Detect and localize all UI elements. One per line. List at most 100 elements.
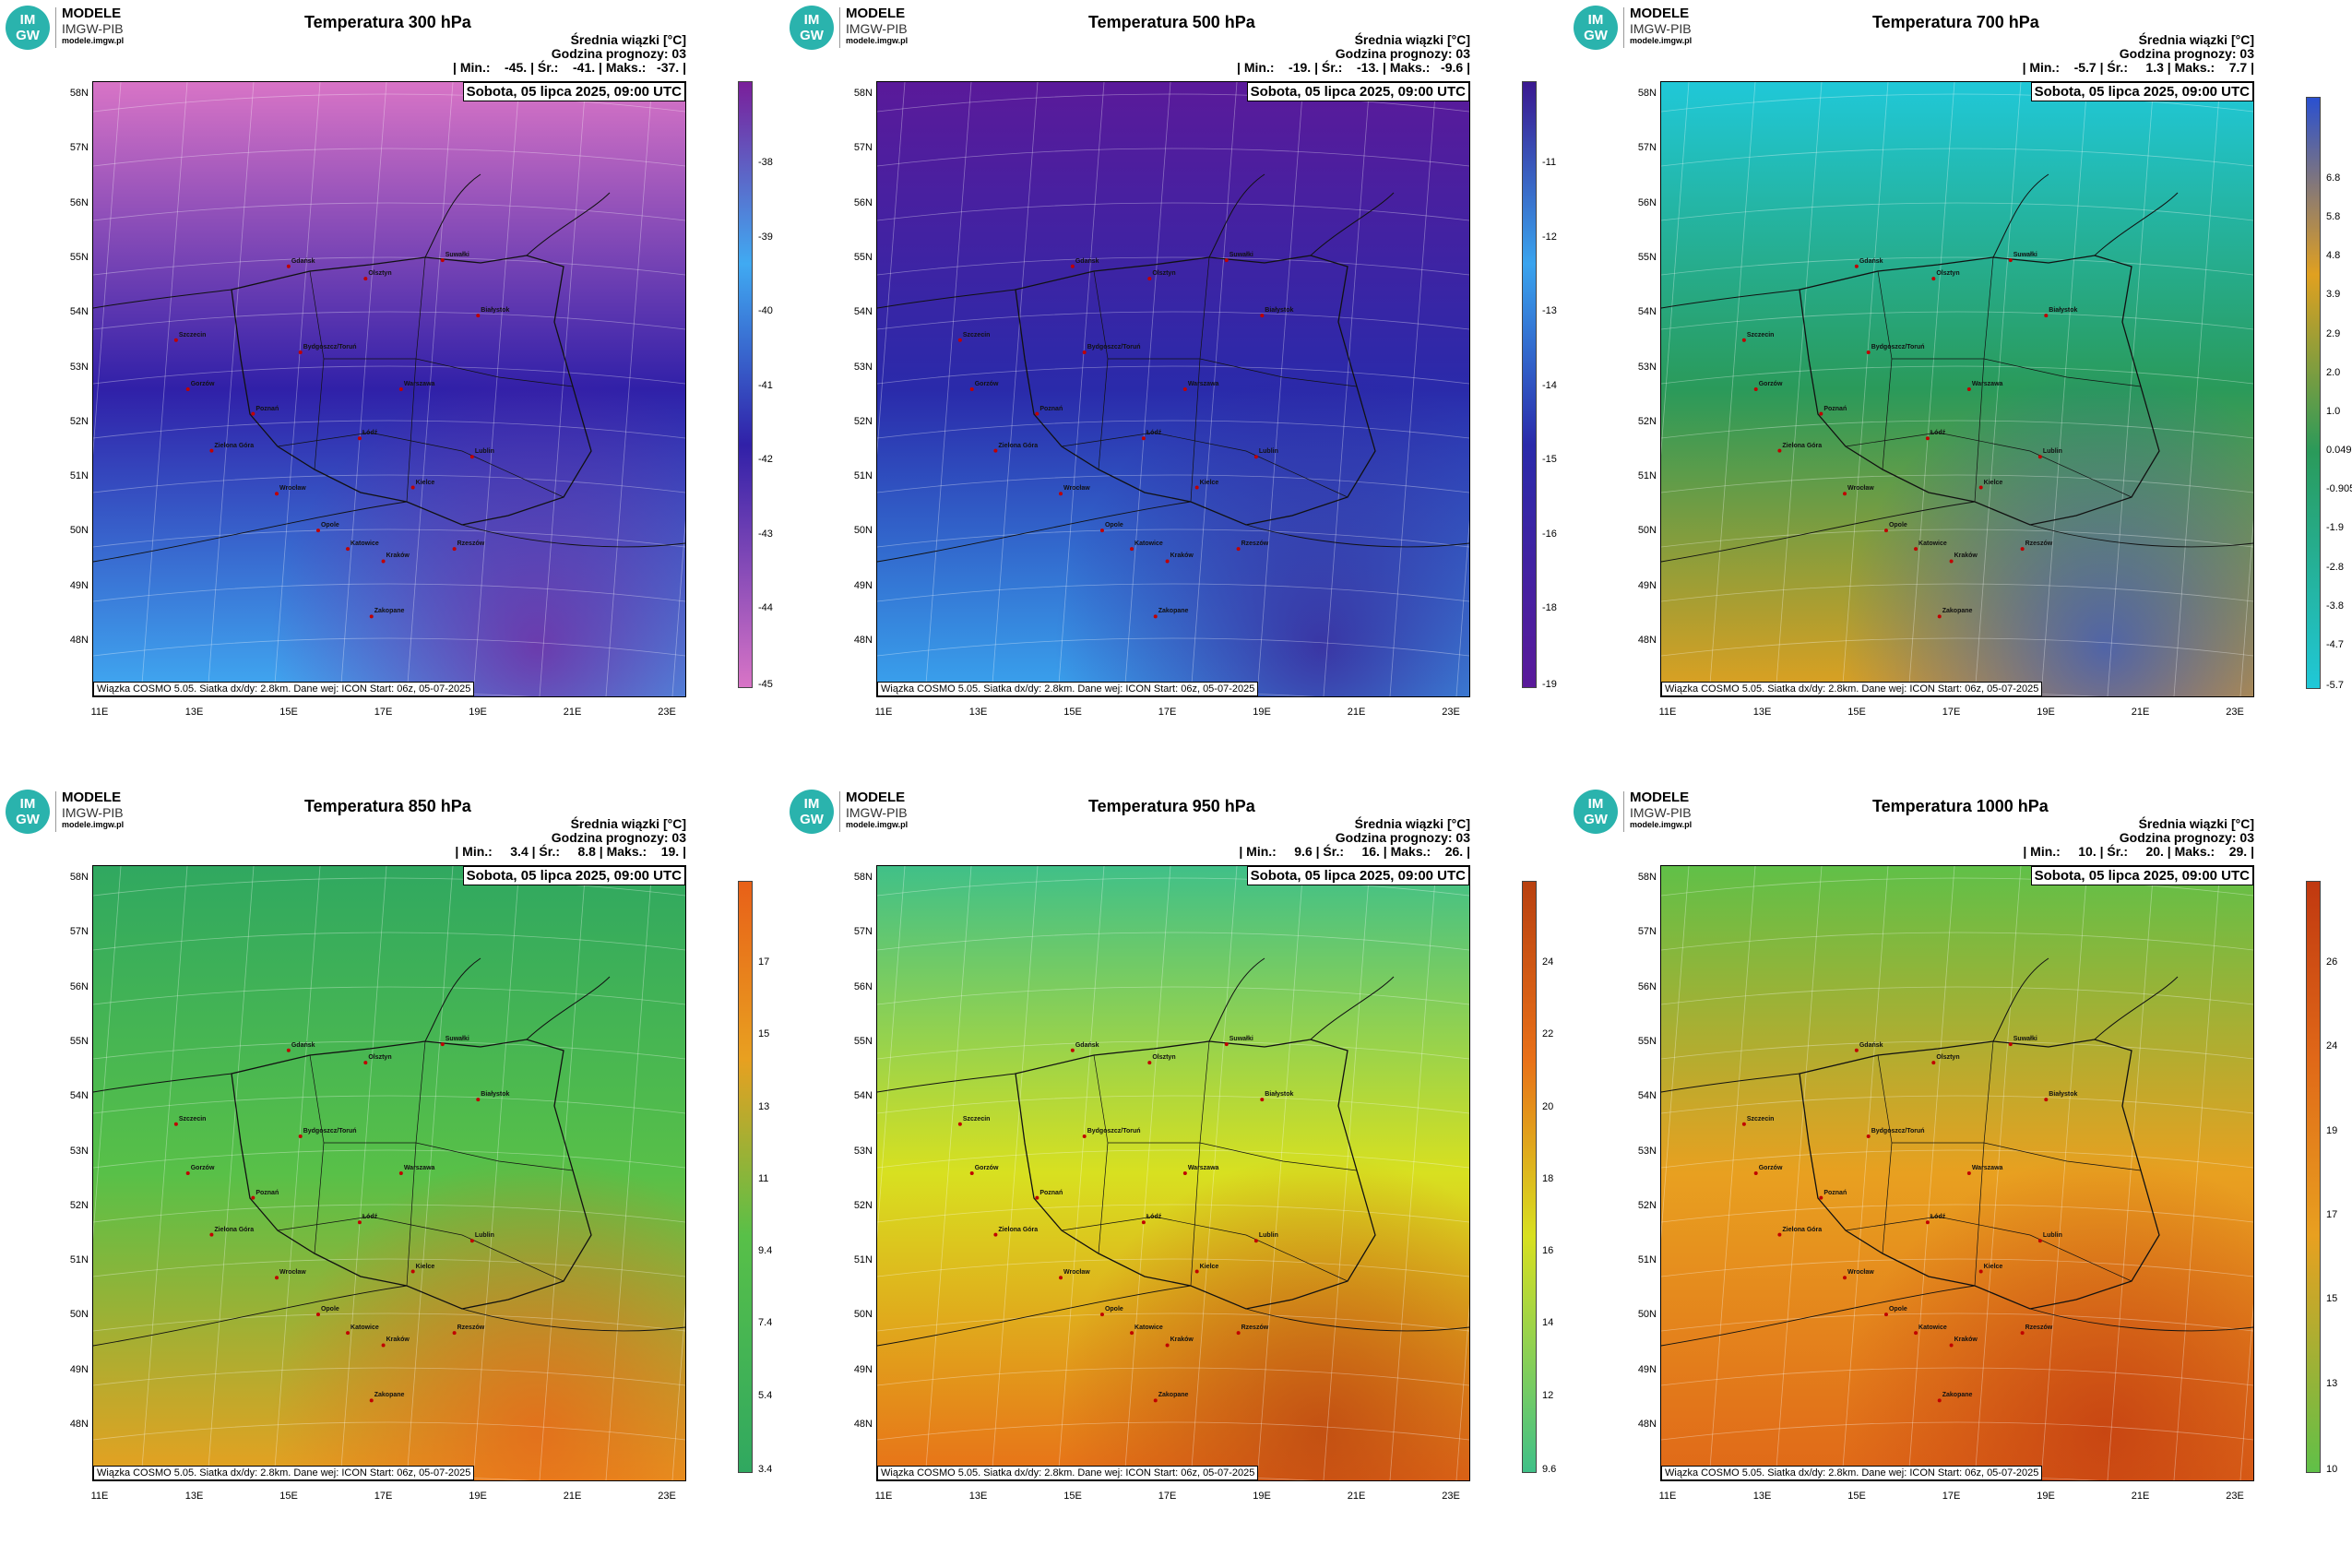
latitude-label: 50N — [69, 1309, 89, 1321]
panel-title: Temperatura 850 hPa — [304, 797, 471, 815]
city-marker — [1147, 277, 1152, 281]
latitude-label: 56N — [853, 196, 873, 208]
longitude-label: 19E — [1253, 1491, 1271, 1502]
city-marker — [1147, 1061, 1152, 1065]
city-label: Poznań — [1039, 405, 1063, 412]
city-marker — [476, 1098, 481, 1102]
city-marker — [2020, 1331, 2025, 1336]
longitude-label: 15E — [1847, 1491, 1866, 1502]
city-label: Rzeszów — [457, 1324, 485, 1332]
imgw-logo-badge: IM GW — [1574, 790, 1618, 834]
colorbar-tick-label: 11 — [758, 1172, 769, 1184]
colorbar-tick-label: -42 — [758, 454, 773, 466]
city-marker — [251, 411, 255, 416]
colorbar-tick-label: 24 — [1542, 956, 1554, 968]
longitude-label: 21E — [2131, 707, 2150, 718]
imgw-logo-badge: IM GW — [6, 6, 50, 50]
colorbar-tick-label: -13 — [1542, 305, 1557, 317]
city-label: Gdańsk — [1859, 1041, 1883, 1049]
city-label: Kielce — [1199, 479, 1219, 486]
latitude-label: 56N — [69, 196, 89, 208]
city-marker — [346, 1331, 350, 1336]
city-marker — [381, 559, 386, 564]
colorbar-tick-label: 14 — [1542, 1317, 1554, 1329]
city-label: Suwałki — [1229, 1036, 1253, 1043]
colorbar-tick-label: 2.9 — [2326, 327, 2341, 339]
latitude-label: 52N — [1637, 415, 1657, 427]
city-marker — [1165, 559, 1170, 564]
longitude-label: 13E — [968, 707, 988, 718]
city-label: Rzeszów — [2025, 540, 2053, 548]
colorbar-tick-label: 19 — [2326, 1124, 2338, 1136]
longitude-label: 11E — [90, 1491, 109, 1502]
longitude-label: 13E — [184, 1491, 204, 1502]
city-marker — [357, 1220, 362, 1225]
city-label: Poznań — [1039, 1189, 1063, 1196]
latitude-label: 51N — [1637, 1254, 1657, 1266]
longitude-label: 11E — [874, 707, 893, 718]
valid-date: Sobota, 05 lipca 2025, 09:00 UTC — [1246, 82, 1469, 101]
logo-text-modele: MODELE — [846, 790, 906, 805]
colorbar-tick-label: 17 — [758, 956, 770, 968]
longitude-label: 11E — [1658, 1491, 1677, 1502]
longitude-label: 11E — [1658, 707, 1677, 718]
city-marker — [315, 1313, 320, 1317]
imgw-logo: IM GW MODELE IMGW-PIB modele.imgw.pl — [790, 6, 919, 52]
latitude-label: 53N — [853, 361, 873, 373]
city-marker — [275, 1276, 279, 1280]
latitude-label: 50N — [1637, 525, 1657, 537]
colorbar-tick-label: 13 — [758, 1100, 770, 1112]
city-label: Lublin — [1258, 1232, 1278, 1240]
city-marker — [298, 350, 303, 355]
city-marker — [957, 1122, 962, 1126]
colorbar-tick-label: -14 — [1542, 379, 1557, 391]
longitude-label: 21E — [2131, 1491, 2150, 1502]
city-marker — [363, 1061, 368, 1065]
city-marker — [1236, 547, 1241, 552]
latitude-label: 52N — [69, 1199, 89, 1211]
city-label: Katowice — [1134, 540, 1163, 548]
city-marker — [1753, 387, 1758, 391]
colorbar-tick-label: -16 — [1542, 528, 1557, 540]
city-marker — [1099, 1313, 1104, 1317]
city-label: Gorzów — [974, 381, 999, 387]
longitude-label: 23E — [2226, 707, 2244, 718]
city-label: Olsztyn — [368, 270, 392, 278]
panel-title: Temperatura 500 hPa — [1088, 13, 1255, 31]
city-marker — [1843, 1276, 1847, 1280]
latitude-label: 49N — [1637, 1363, 1657, 1375]
longitude-label: 17E — [1942, 1491, 1961, 1502]
latitude-label: 54N — [69, 1090, 89, 1102]
colorbar-tick-label: 5.4 — [758, 1389, 773, 1401]
longitude-label: 23E — [1442, 707, 1460, 718]
latitude-label: 52N — [853, 415, 873, 427]
city-label: Katowice — [350, 1324, 379, 1332]
city-marker — [469, 1239, 474, 1243]
longitude-label: 23E — [1442, 1491, 1460, 1502]
city-marker — [1966, 1171, 1971, 1175]
longitude-label: 17E — [1942, 707, 1961, 718]
map-frame: Gdańsk Olsztyn Suwałki Białystok Szczecin Byd… — [92, 81, 686, 697]
city-marker — [1082, 1134, 1087, 1139]
city-label: Kielce — [415, 479, 435, 486]
city-marker — [1819, 411, 1823, 416]
colorbar-tick-label: -41 — [758, 379, 773, 391]
logo-url: modele.imgw.pl — [846, 820, 909, 829]
city-label: Suwałki — [445, 252, 469, 259]
city-marker — [1182, 387, 1187, 391]
city-label: Łódź — [1930, 1214, 1946, 1221]
latitude-label: 49N — [69, 1363, 89, 1375]
forecast-hour: Godzina prognozy: 03 — [1335, 830, 1470, 845]
city-marker — [1194, 485, 1199, 490]
city-marker — [2044, 1098, 2049, 1102]
city-marker — [1253, 455, 1258, 459]
forecast-hour: Godzina prognozy: 03 — [2119, 830, 2254, 845]
latitude-label: 58N — [69, 88, 89, 99]
latitude-label: 53N — [1637, 1145, 1657, 1157]
latitude-label: 58N — [1637, 88, 1657, 99]
latitude-label: 57N — [853, 142, 873, 154]
latitude-label: 58N — [69, 872, 89, 883]
latitude-label: 48N — [69, 635, 89, 646]
city-label: Zakopane — [1158, 1392, 1189, 1399]
longitude-label: 13E — [1752, 1491, 1772, 1502]
